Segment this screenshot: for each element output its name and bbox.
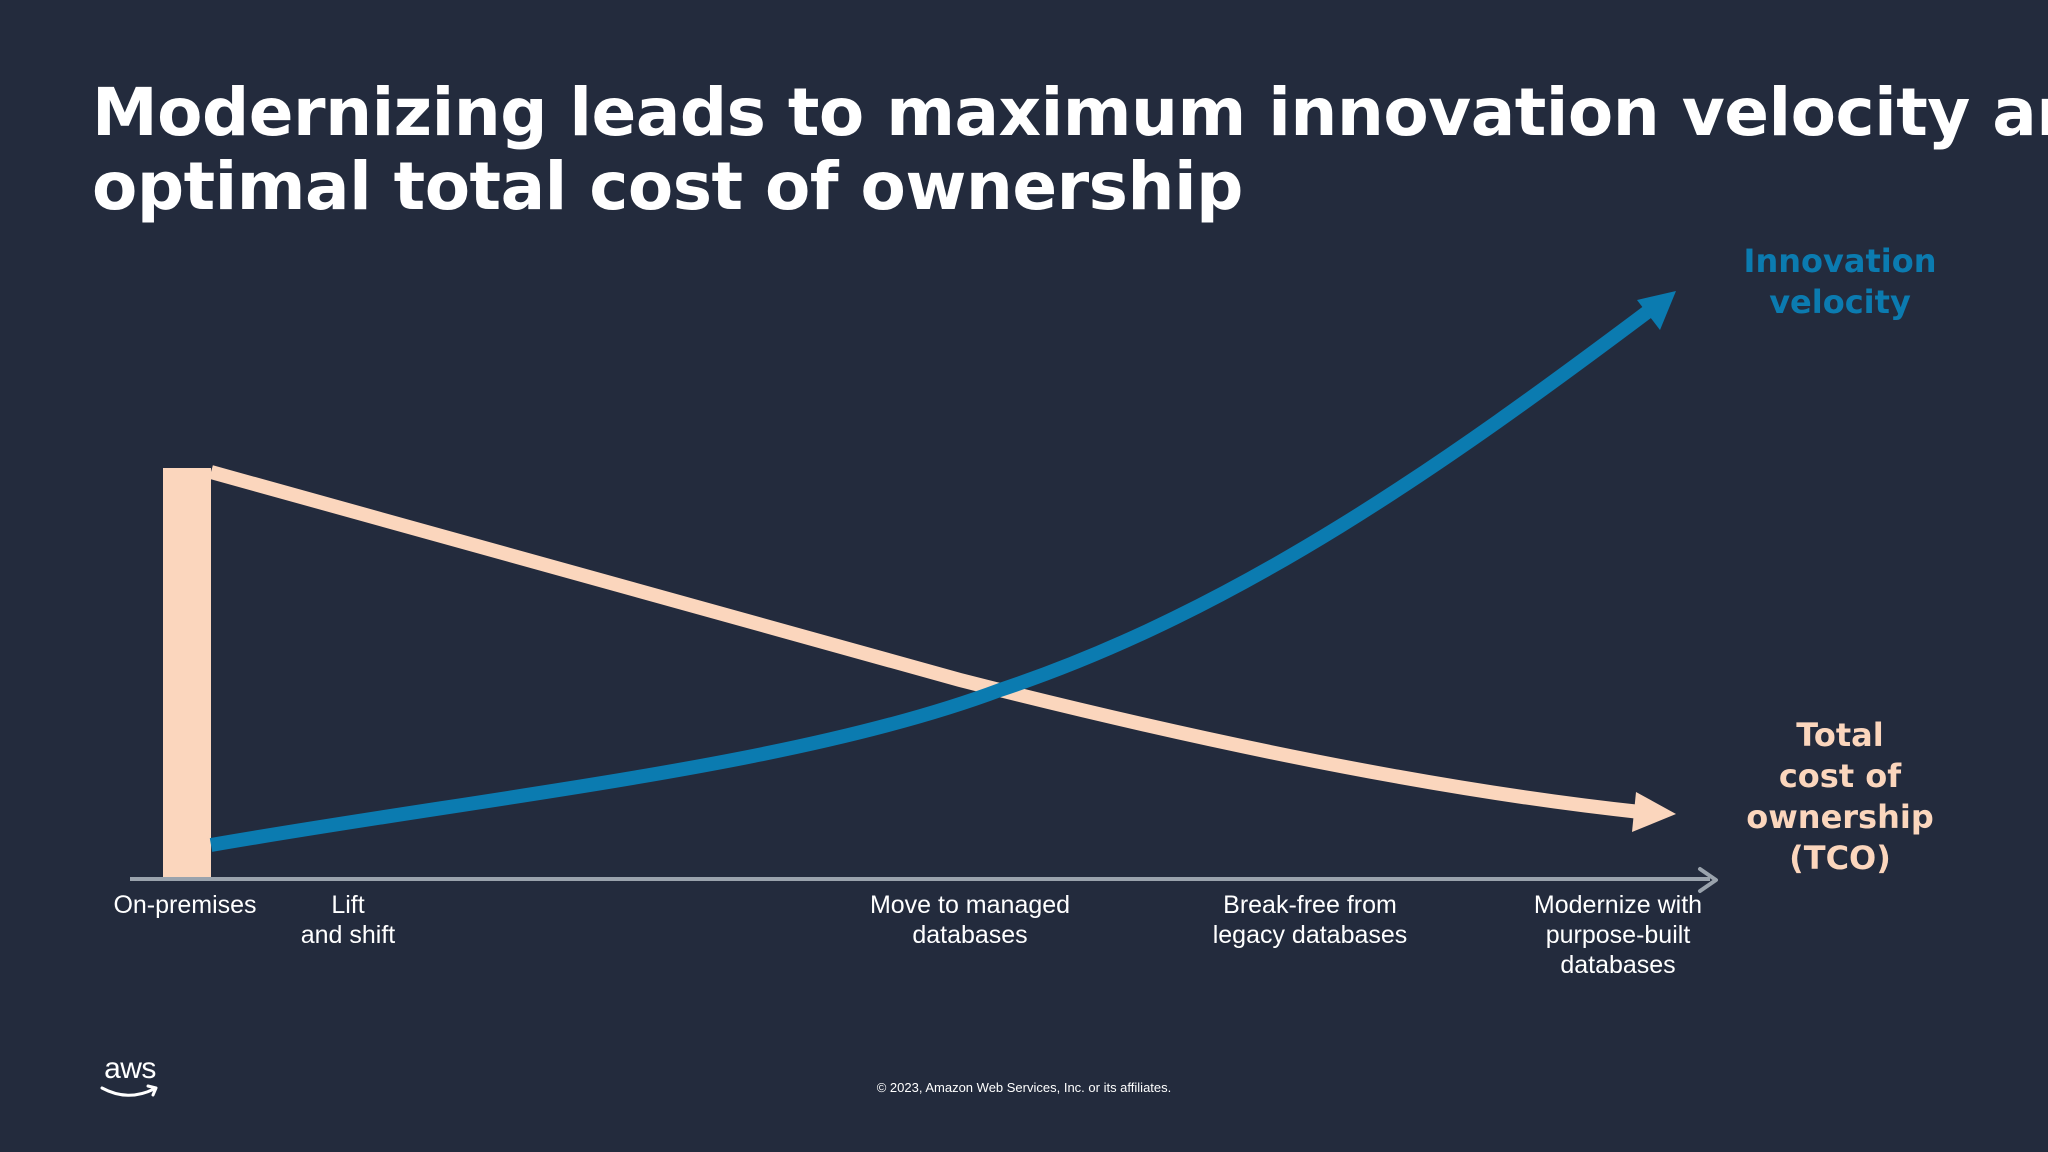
title-line-2: optimal total cost of ownership <box>92 148 1243 225</box>
stage-label-line: databases <box>1560 951 1676 979</box>
on-premises-cost-bar <box>163 468 211 879</box>
title-line-1: Modernizing leads to maximum innovation … <box>92 74 2048 151</box>
stage-label-line: purpose-built <box>1545 921 1691 949</box>
stage-label-lift-and-shift: Lift and shift <box>258 890 438 950</box>
stage-label-line: Break-free from <box>1223 891 1397 919</box>
axis-arrow-icon <box>1698 867 1718 893</box>
stage-label-line: On-premises <box>113 891 257 919</box>
stage-label-line: Lift <box>331 891 365 919</box>
innovation-velocity-curve <box>209 304 1655 852</box>
stage-label-break-free: Break-free from legacy databases <box>1180 890 1440 950</box>
aws-smile-icon <box>100 1084 158 1097</box>
tco-label-line-1: Total <box>1796 716 1884 754</box>
stage-label-line: Move to managed <box>869 891 1071 919</box>
innovation-velocity-label: Innovation velocity <box>1720 241 1960 323</box>
tco-label-line-3: ownership <box>1746 798 1934 836</box>
stage-label-line: databases <box>912 921 1028 949</box>
tco-arrowhead-icon <box>1632 792 1676 832</box>
tco-label: Total cost of ownership (TCO) <box>1720 715 1960 879</box>
stage-label-modernize: Modernize with purpose-built databases <box>1488 890 1748 980</box>
aws-logo: aws <box>98 1052 162 1104</box>
innovation-velocity-label-line-1: Innovation <box>1743 242 1937 280</box>
stage-label-on-premises: On-premises <box>85 890 285 920</box>
page-title: Modernizing leads to maximum innovation … <box>92 74 2048 225</box>
tco-label-line-2: cost of <box>1778 757 1902 795</box>
stage-label-line: and shift <box>300 921 396 949</box>
aws-logo-text: aws <box>104 1052 156 1085</box>
stage-label-move-to-managed: Move to managed databases <box>840 890 1100 950</box>
innovation-velocity-arrowhead-icon <box>1637 291 1676 330</box>
tco-line <box>209 465 1641 819</box>
innovation-velocity-label-line-2: velocity <box>1769 283 1911 321</box>
copyright-notice: © 2023, Amazon Web Services, Inc. or its… <box>876 1080 1172 1095</box>
stage-label-line: legacy databases <box>1212 921 1408 949</box>
tco-label-line-4: (TCO) <box>1789 839 1891 877</box>
stage-label-line: Modernize with <box>1533 891 1703 919</box>
